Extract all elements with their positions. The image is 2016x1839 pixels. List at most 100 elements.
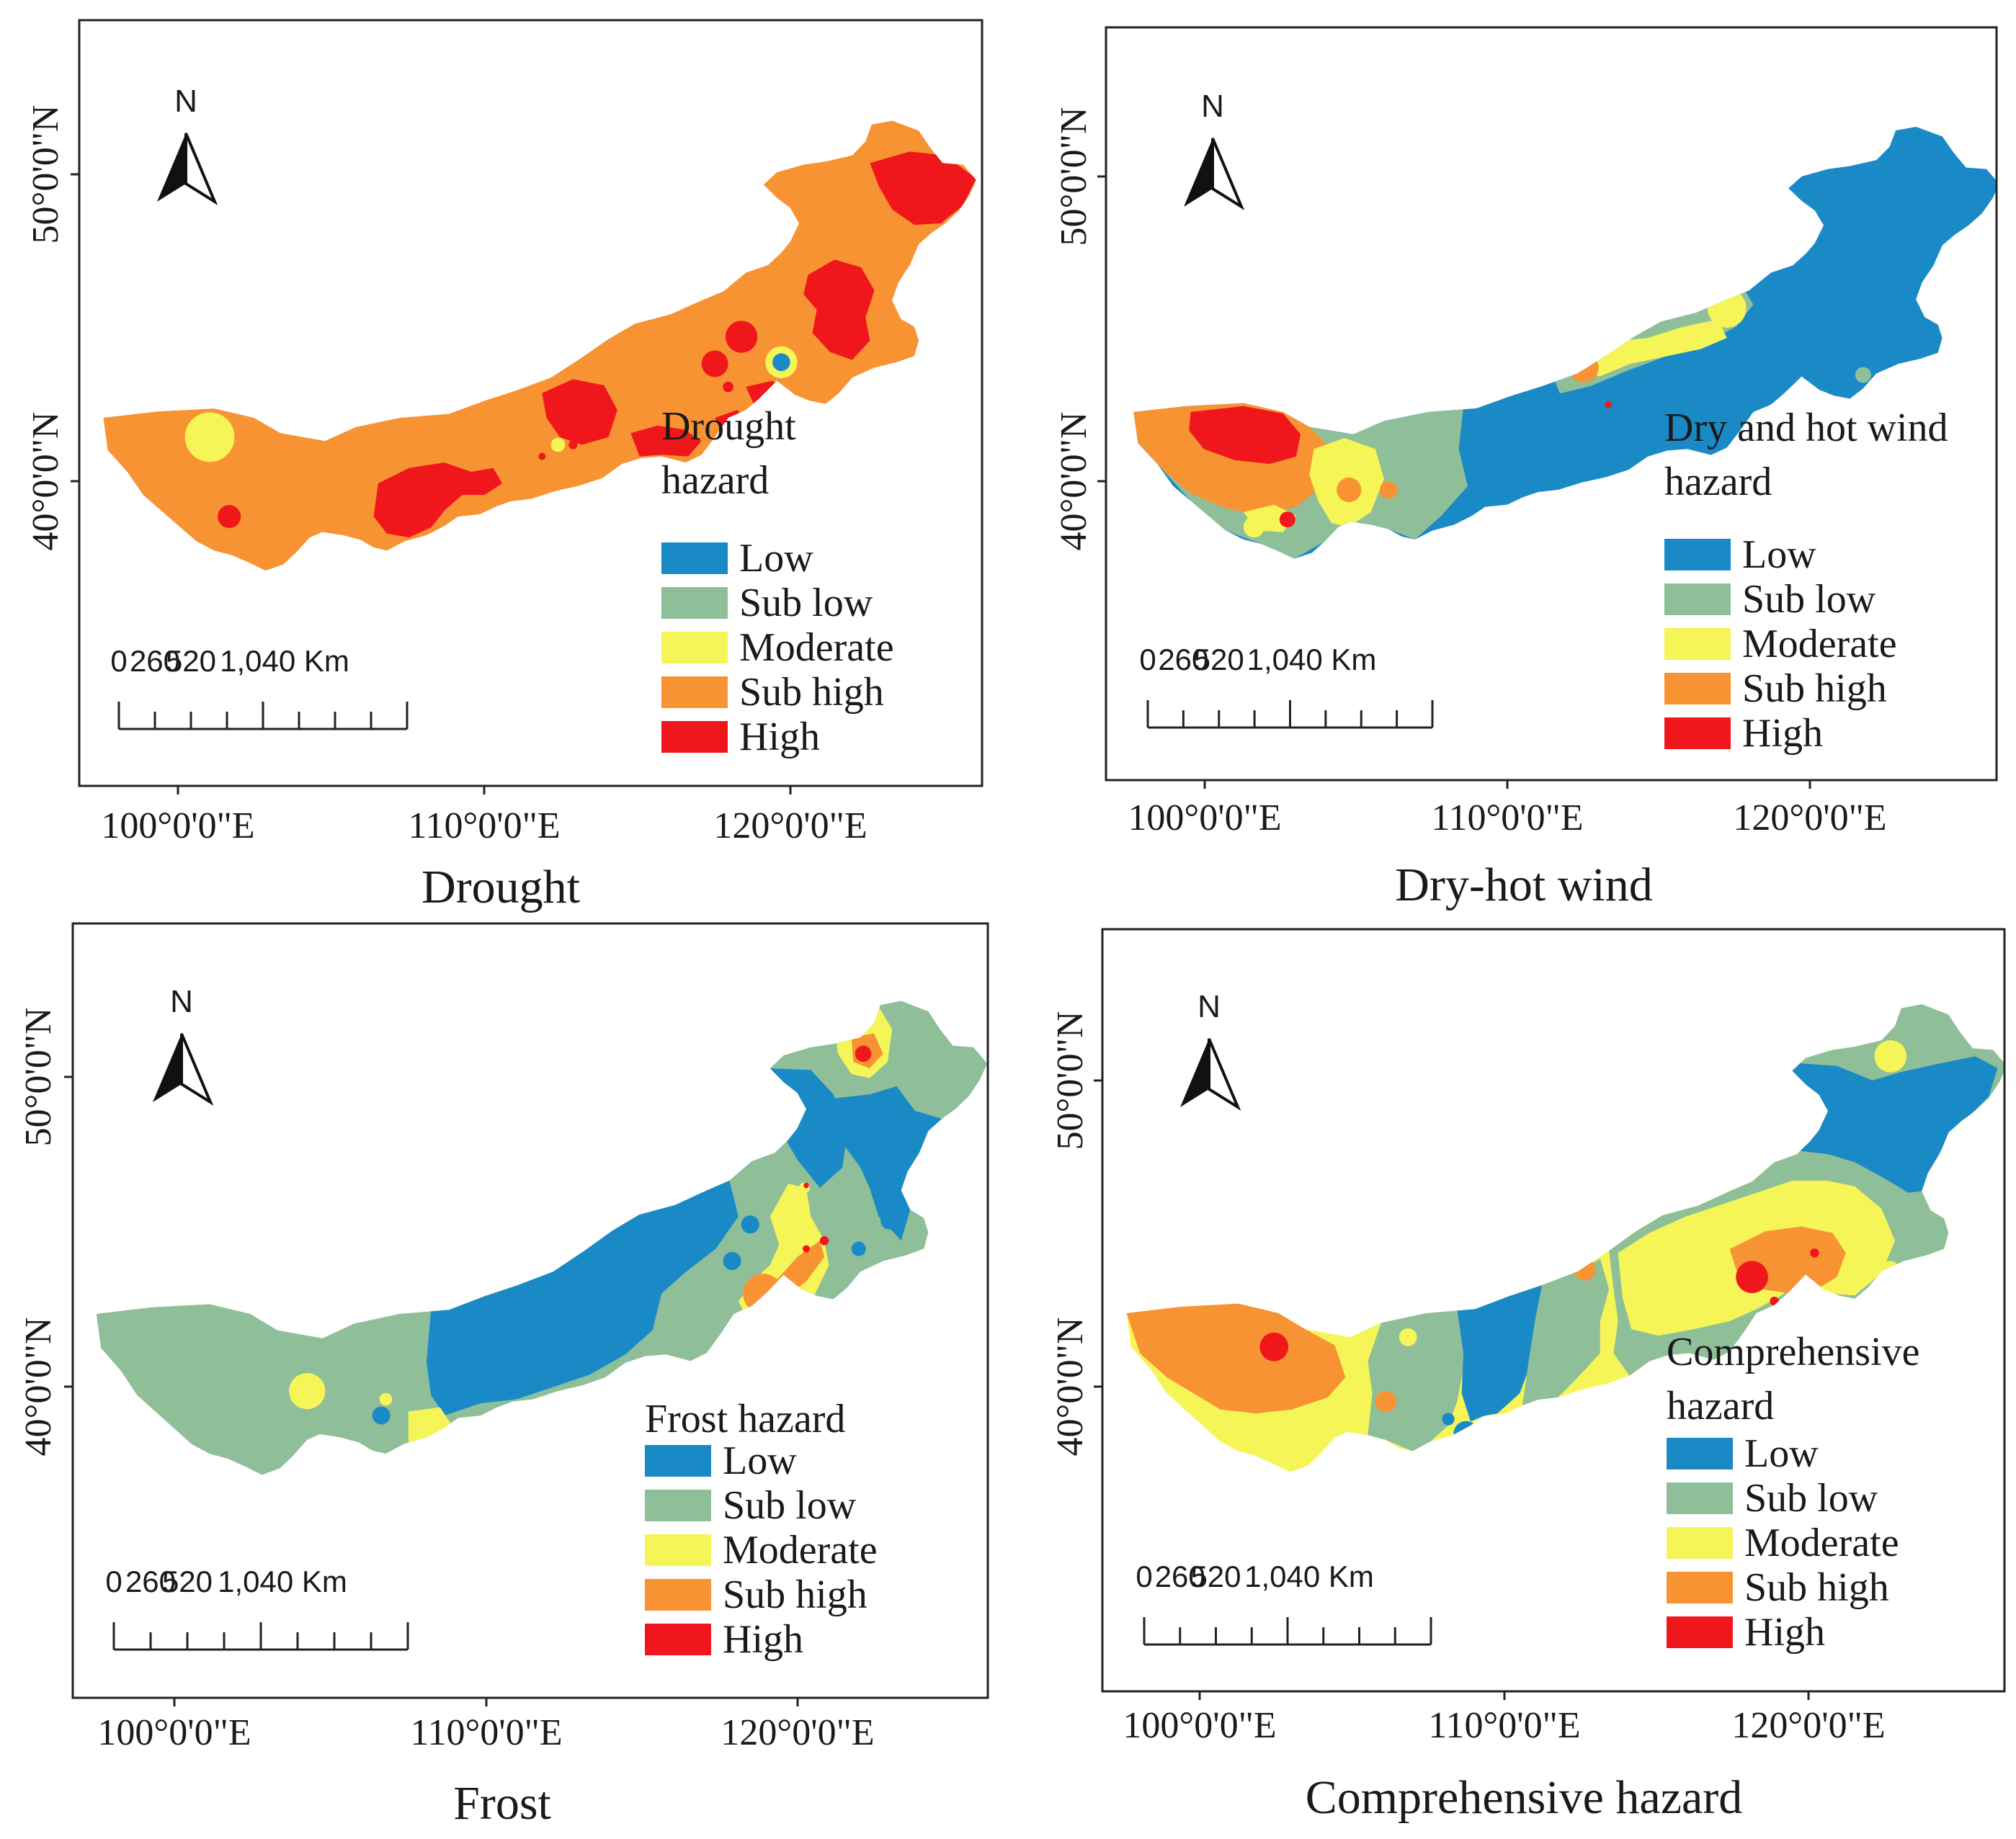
zone-spot-low xyxy=(741,1215,759,1234)
zone-low xyxy=(1457,1285,1543,1422)
legend-item-sub-high: Sub high xyxy=(661,670,884,715)
legend-swatch xyxy=(1664,673,1731,704)
legend-item-moderate: Moderate xyxy=(1664,622,1897,666)
zone-spot-sub-high xyxy=(1337,477,1362,503)
scale-label: 520 xyxy=(1194,643,1244,676)
map-panel-4: 100°0'0"E 110°0'0"E 120°0'0"E 40°0'0"N 50°0'… xyxy=(1050,928,2006,1824)
zone-low xyxy=(833,1086,942,1241)
legend-label: Low xyxy=(723,1438,797,1483)
legend-title: Drought xyxy=(661,404,796,449)
scale-label: 1,040 Km xyxy=(1244,1560,1374,1593)
zone-sub-low xyxy=(1700,245,1754,270)
zone-spot-low xyxy=(372,1406,391,1425)
scale-label: 520 xyxy=(1190,1560,1241,1593)
zone-spot-low xyxy=(1553,1423,1566,1436)
legend-label: Sub low xyxy=(723,1483,857,1528)
legend-item-high: High xyxy=(645,1617,803,1662)
map-frame xyxy=(1101,928,2006,1693)
legend-title: hazard xyxy=(1667,1384,1774,1428)
zone-spot-low xyxy=(723,1252,741,1271)
zone-spot-moderate xyxy=(1707,289,1747,328)
scale-label: 520 xyxy=(162,1565,213,1598)
legend-label: High xyxy=(723,1617,803,1662)
north-arrow-icon xyxy=(1184,138,1245,211)
zone-high xyxy=(630,425,702,457)
legend-swatch xyxy=(1667,1527,1733,1559)
longitude-label: 120°0'0"E xyxy=(1731,1705,1885,1746)
legend-label: Low xyxy=(739,536,813,581)
zone-spot-sub-high xyxy=(1379,480,1398,499)
longitude-label: 100°0'0"E xyxy=(1128,797,1281,838)
legend-item-high: High xyxy=(1667,1610,1825,1655)
legend-label: High xyxy=(739,715,820,759)
longitude-label: 110°0'0"E xyxy=(408,805,560,846)
zone-high xyxy=(542,379,617,445)
scale-label: 1,040 Km xyxy=(1247,643,1377,676)
zone-spot-moderate xyxy=(1243,516,1265,538)
zone-sub-low xyxy=(1368,1309,1466,1451)
zone-spot-low xyxy=(1344,525,1362,543)
zone-sub-high xyxy=(1126,1303,1346,1414)
map-frame xyxy=(1105,26,1998,782)
zone-spot-moderate xyxy=(289,1373,326,1410)
zone-high xyxy=(870,151,976,225)
map-frame xyxy=(71,922,989,1699)
zone-spot-sub-high xyxy=(1564,1400,1582,1419)
zone-spot-sub-high xyxy=(1574,1258,1596,1281)
legend-label: Sub high xyxy=(723,1572,867,1617)
zone-spot-sub-high xyxy=(1375,1390,1397,1413)
legend-swatch xyxy=(661,721,728,753)
zone-spot-high xyxy=(1279,511,1295,528)
legend-label: Moderate xyxy=(739,625,894,670)
legend-item-sub-low: Sub low xyxy=(645,1483,857,1528)
zone-low xyxy=(426,1180,739,1416)
zone-spot-low xyxy=(851,1288,870,1307)
zone-spot-sub-low xyxy=(424,1444,439,1459)
panel-caption: Dry-hot wind xyxy=(1395,859,1652,911)
zone-spot-moderate xyxy=(550,437,566,452)
zone-spot-sub-low xyxy=(1855,367,1871,383)
legend-label: Moderate xyxy=(723,1528,878,1572)
zone-spot-high xyxy=(701,350,728,377)
legend-label: Sub low xyxy=(1742,577,1876,622)
zone-spot-high xyxy=(855,1045,872,1062)
zone-spot-moderate xyxy=(1553,1390,1593,1429)
legend-title: Frost hazard xyxy=(645,1397,845,1441)
north-arrow-icon xyxy=(157,133,218,206)
legend-swatch xyxy=(645,1624,711,1655)
legend-label: Moderate xyxy=(1742,622,1897,666)
panel-caption: Frost xyxy=(453,1777,551,1830)
legend-label: Moderate xyxy=(1744,1521,1899,1565)
scale-label: 0 xyxy=(110,644,127,678)
legend-swatch xyxy=(1664,628,1731,660)
scale-label: 0 xyxy=(1139,643,1156,676)
zone-spot-low xyxy=(1479,1428,1498,1447)
latitude-label: 40°0'0"N xyxy=(18,1317,59,1457)
panel-caption: Comprehensive hazard xyxy=(1306,1771,1743,1824)
map-panel-2: 100°0'0"E 110°0'0"E 120°0'0"E 40°0'0"N 50°0'… xyxy=(1053,26,1998,911)
hazard-region xyxy=(96,1001,987,1475)
longitude-label: 100°0'0"E xyxy=(97,1712,251,1753)
legend-swatch xyxy=(645,1534,711,1566)
latitude-label: 50°0'0"N xyxy=(1050,1011,1091,1150)
longitude-label: 100°0'0"E xyxy=(1123,1705,1276,1746)
zone-spot-high xyxy=(538,452,546,460)
legend-item-sub-high: Sub high xyxy=(1664,666,1887,711)
legend-item-low: Low xyxy=(661,536,813,581)
legend-swatch xyxy=(1667,1572,1733,1603)
zone-sub-low xyxy=(1522,1258,1610,1406)
legend-swatch xyxy=(645,1490,711,1521)
zone-spot-low xyxy=(1453,1420,1479,1446)
zone-spot-high xyxy=(1259,1332,1289,1361)
legend-item-low: Low xyxy=(1664,532,1816,577)
legend-swatch xyxy=(661,542,728,574)
legend-swatch xyxy=(645,1579,711,1611)
zone-high xyxy=(1189,406,1301,464)
legend-swatch xyxy=(661,632,728,663)
legend-label: Sub low xyxy=(1744,1476,1878,1521)
